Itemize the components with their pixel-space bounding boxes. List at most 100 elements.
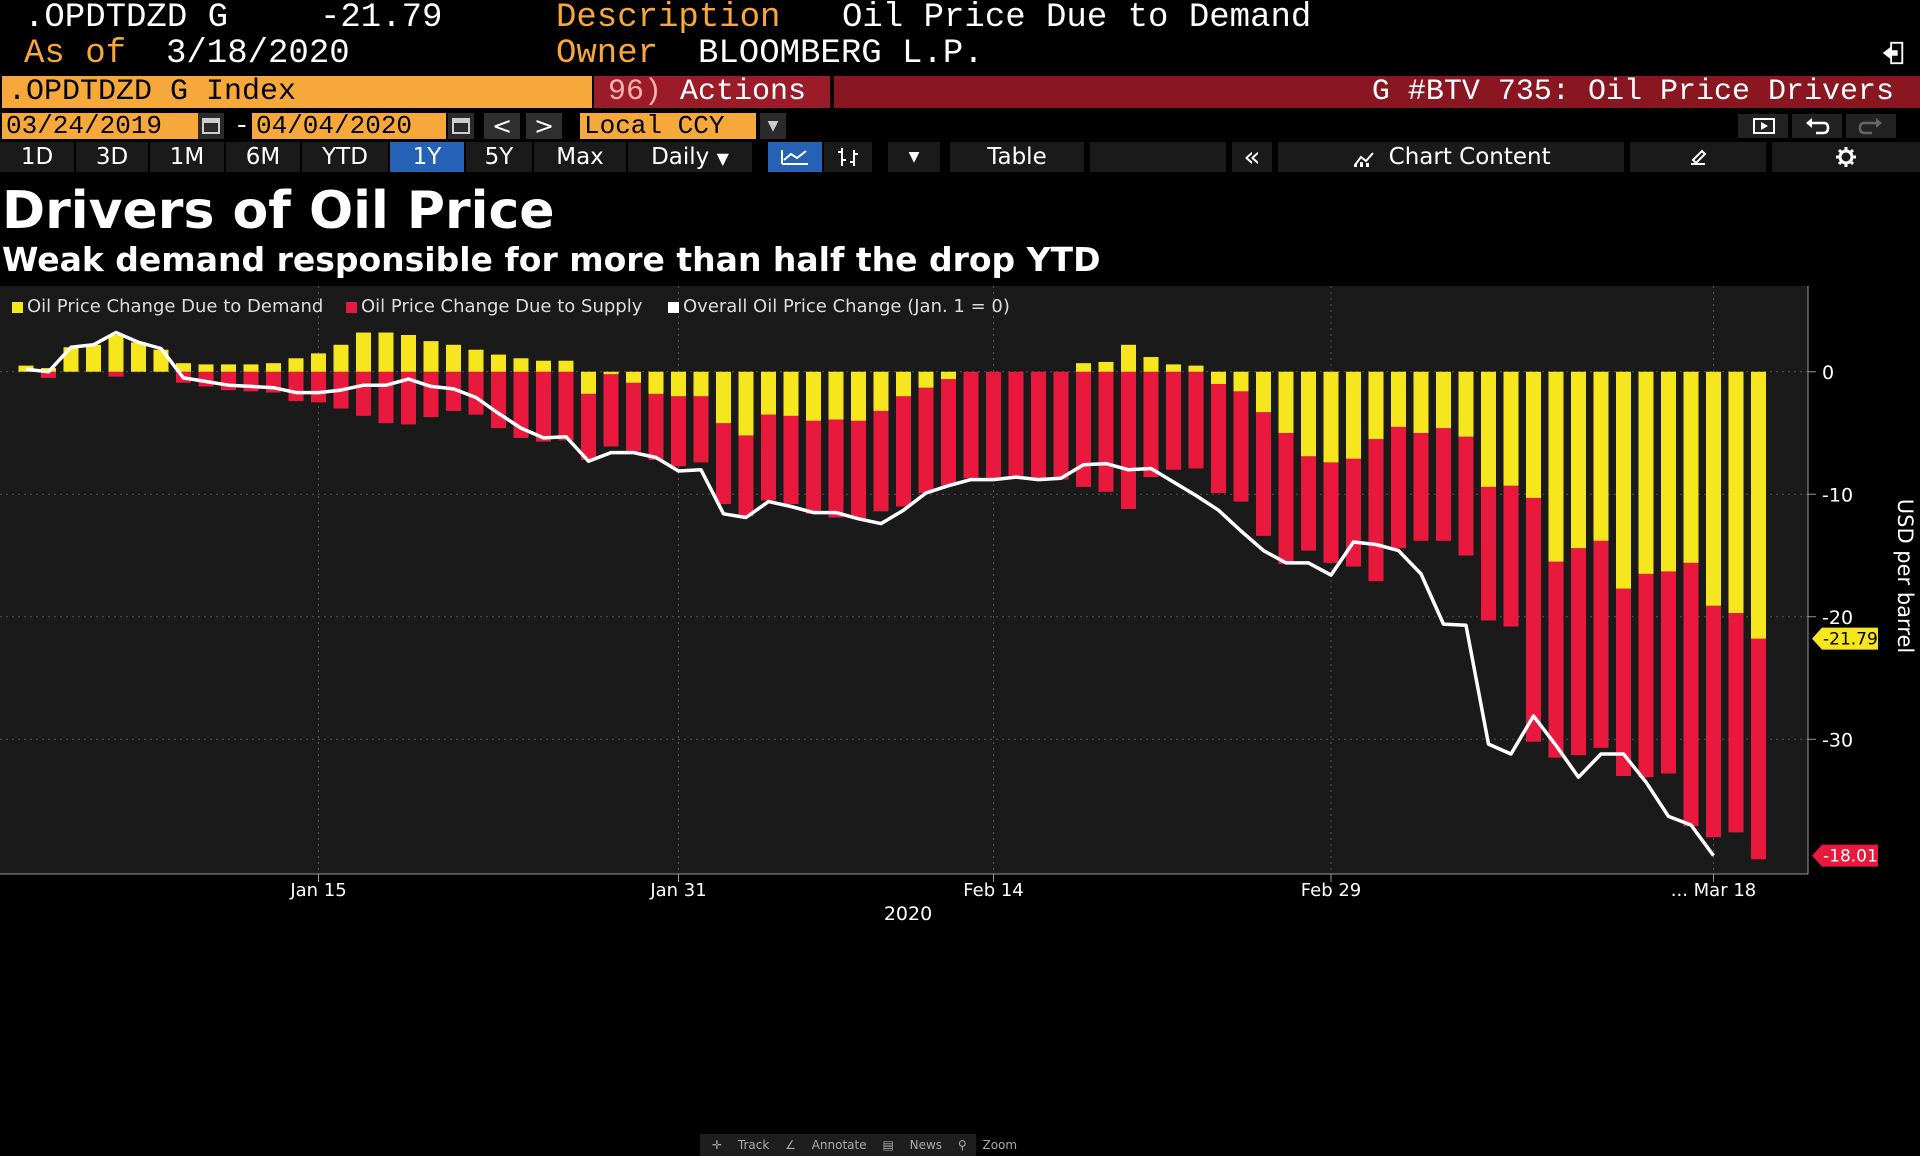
- undo-icon[interactable]: [1792, 114, 1842, 138]
- supply-bar: [1098, 371, 1114, 492]
- supply-bar: [851, 420, 866, 519]
- period-toolbar: 1D 3D 1M 6M YTD 1Y 5Y Max Daily ▼ ▼ Tabl…: [0, 142, 1920, 172]
- supply-bar: [1323, 462, 1339, 563]
- description: Oil Price Due to Demand: [842, 0, 1312, 37]
- demand-bar: [176, 363, 191, 372]
- period-max[interactable]: Max: [534, 142, 626, 172]
- demand-bar: [1436, 371, 1451, 429]
- supply-bar: [468, 371, 484, 415]
- legend-supply: Oil Price Change Due to Supply: [361, 296, 643, 317]
- chart-content-label: Chart Content: [1388, 144, 1551, 170]
- security-field[interactable]: .OPDTDZD G Index: [2, 76, 592, 108]
- news-tool[interactable]: ▤ News: [882, 1138, 943, 1152]
- calendar-icon[interactable]: [448, 113, 474, 139]
- period-1y[interactable]: 1Y: [390, 142, 464, 172]
- demand-bar: [536, 360, 551, 372]
- period-1m[interactable]: 1M: [150, 142, 224, 172]
- period-5y[interactable]: 5Y: [466, 142, 532, 172]
- chart-title: Drivers of Oil Price: [2, 181, 555, 241]
- edit-icon[interactable]: [1630, 142, 1766, 172]
- supply-bar: [1278, 433, 1294, 565]
- annotate-tool[interactable]: ∠ Annotate: [785, 1138, 867, 1152]
- end-date-input[interactable]: 04/04/2020: [252, 113, 446, 139]
- supply-bar: [1256, 412, 1271, 536]
- actions-menu[interactable]: 96) Actions ▼: [594, 76, 830, 136]
- legend-overall: Overall Oil Price Change (Jan. 1 = 0): [683, 296, 1010, 317]
- demand-bar: [356, 332, 371, 372]
- period-ytd[interactable]: YTD: [302, 142, 388, 172]
- demand-bar: [603, 371, 619, 375]
- ohlc-icon[interactable]: [824, 142, 872, 172]
- supply-bar: [626, 382, 641, 452]
- redo-icon[interactable]: [1846, 114, 1896, 138]
- supply-bar: [761, 414, 776, 501]
- demand-bar: [311, 353, 326, 372]
- supply-bar: [1188, 371, 1204, 469]
- owner-label: Owner: [556, 35, 659, 73]
- demand-bar: [198, 364, 214, 372]
- supply-bar: [311, 371, 326, 403]
- owner: BLOOMBERG L.P.: [698, 35, 984, 73]
- supply-bar: [1211, 384, 1226, 494]
- period-1d[interactable]: 1D: [0, 142, 74, 172]
- demand-bar: [1751, 371, 1766, 639]
- exit-icon[interactable]: [1880, 40, 1906, 66]
- chart-content-button[interactable]: Chart Content: [1278, 142, 1624, 172]
- presentation-icon[interactable]: [1738, 114, 1788, 138]
- demand-bar: [626, 371, 641, 383]
- prev-period-button[interactable]: <: [484, 113, 520, 139]
- zoom-tool[interactable]: ⚲ Zoom: [957, 1138, 1018, 1152]
- demand-bar: [671, 371, 686, 397]
- frequency-select[interactable]: Daily ▼: [628, 142, 752, 172]
- demand-bar: [1526, 371, 1541, 498]
- supply-bar: [536, 371, 551, 442]
- line-chart-icon[interactable]: [768, 142, 822, 172]
- supply-bar: [1661, 571, 1676, 774]
- supply-last-label: -18.01: [1823, 847, 1878, 867]
- demand-bar: [648, 371, 664, 394]
- supply-bar: [423, 371, 439, 418]
- demand-bar: [288, 358, 304, 372]
- demand-bar: [243, 364, 259, 372]
- supply-bar: [806, 420, 821, 514]
- demand-bar: [1098, 361, 1114, 372]
- track-tool[interactable]: ✛ Track: [712, 1138, 770, 1152]
- supply-last-marker: [1812, 844, 1878, 867]
- supply-bar: [716, 423, 731, 505]
- supply-bar: [446, 371, 461, 411]
- legend-swatch-supply: [346, 302, 357, 313]
- table-button[interactable]: Table: [950, 142, 1084, 172]
- chart-subtitle: Weak demand responsible for more than ha…: [2, 240, 1101, 279]
- demand-bar: [1211, 371, 1226, 384]
- demand-last-marker: [1812, 627, 1878, 650]
- demand-bar: [333, 344, 349, 372]
- demand-bar: [1503, 371, 1519, 486]
- calendar-icon[interactable]: [198, 113, 224, 139]
- chart-name: G #BTV 735: Oil Price Drivers: [834, 76, 1920, 108]
- security-header: .OPDTDZD G -21.79 As of 3/18/2020 Descri…: [0, 0, 1920, 74]
- supply-bar: [1391, 426, 1406, 549]
- supply-bar: [1121, 371, 1136, 509]
- start-date-input[interactable]: 03/24/2019: [2, 113, 198, 139]
- next-period-button[interactable]: >: [526, 113, 562, 139]
- ticker: .OPDTDZD G: [24, 0, 229, 37]
- blank-field: [1090, 142, 1226, 172]
- supply-bar: [1233, 391, 1249, 502]
- chevron-down-icon[interactable]: ▼: [760, 113, 786, 139]
- period-6m[interactable]: 6M: [226, 142, 300, 172]
- chart-title-area: Drivers of Oil Price Weak demand respons…: [0, 176, 1920, 286]
- demand-bar: [1728, 371, 1744, 614]
- demand-bar: [581, 371, 596, 394]
- supply-bar: [603, 374, 619, 447]
- supply-bar: [1008, 371, 1024, 476]
- as-of-date: 3/18/2020: [166, 35, 350, 73]
- currency-select[interactable]: Local CCY: [580, 113, 756, 139]
- gear-icon[interactable]: [1772, 142, 1920, 172]
- period-3d[interactable]: 3D: [76, 142, 148, 172]
- collapse-button[interactable]: «: [1232, 142, 1272, 172]
- demand-bar: [446, 344, 461, 372]
- chart-area[interactable]: Oil Price Change Due to Demand Oil Price…: [0, 286, 1920, 1156]
- date-range-row: 03/24/2019 - 04/04/2020 < > Local CCY ▼: [0, 112, 1920, 140]
- chevron-down-icon[interactable]: ▼: [888, 142, 940, 172]
- supply-bar: [693, 396, 709, 463]
